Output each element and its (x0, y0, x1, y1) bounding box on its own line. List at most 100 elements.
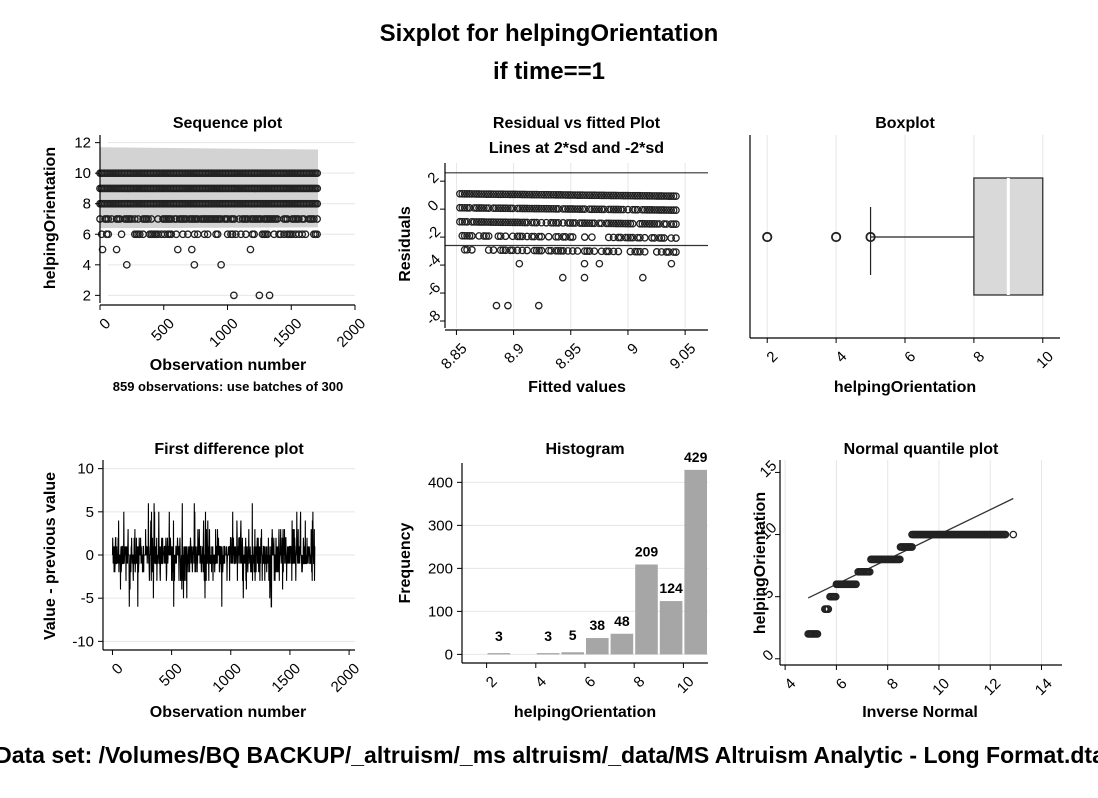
data-point (468, 190, 476, 198)
data-point (619, 205, 628, 214)
x-tick-label: 1000 (206, 315, 242, 351)
bar-label: 3 (495, 628, 503, 644)
histogram-bar (610, 633, 634, 655)
data-point (664, 248, 673, 256)
data-point (564, 219, 572, 227)
data-point (506, 218, 515, 227)
data-point (542, 204, 551, 213)
data-point (516, 232, 524, 241)
data-point (609, 205, 618, 214)
data-point (568, 205, 577, 213)
data-point (633, 233, 642, 242)
outlier-point (122, 260, 131, 269)
data-point (535, 246, 543, 255)
data-point (547, 246, 555, 255)
data-point (564, 191, 572, 199)
data-point (480, 232, 488, 240)
outlier-point (638, 273, 647, 282)
x-tick-label: 2000 (334, 315, 370, 351)
data-point (179, 230, 187, 239)
quantile-point (852, 580, 860, 589)
data-point (458, 189, 467, 198)
data-point (547, 190, 555, 199)
data-point (552, 218, 560, 227)
data-point (528, 204, 536, 213)
data-point (472, 204, 481, 212)
data-point (568, 247, 577, 255)
data-point (667, 206, 676, 214)
data-point (301, 230, 310, 239)
data-point (672, 192, 680, 201)
data-point (580, 191, 589, 200)
data-point (564, 247, 572, 255)
data-point (616, 219, 625, 228)
data-point (494, 204, 503, 213)
data-point (576, 219, 584, 227)
data-point (655, 234, 664, 242)
outlier-point (580, 273, 589, 282)
data-point (313, 215, 321, 223)
bar-label: 429 (684, 449, 708, 465)
bar-label: 124 (659, 580, 683, 596)
x-tick-label: 10 (929, 675, 953, 699)
data-point (590, 205, 599, 214)
data-point (499, 190, 507, 199)
data-point (652, 248, 661, 256)
data-point (636, 233, 644, 242)
data-point (200, 230, 209, 239)
data-point (621, 233, 630, 242)
data-point (508, 218, 517, 227)
data-point (566, 205, 575, 213)
data-point (576, 205, 584, 213)
y-tick-label: -2 (423, 223, 444, 244)
y-axis-title: Value - previous value (42, 472, 59, 640)
data-point (463, 217, 471, 226)
data-point (640, 191, 649, 200)
data-point (616, 191, 625, 200)
data-point (585, 191, 594, 200)
data-point (203, 230, 212, 239)
data-point (559, 191, 567, 199)
outlier-point (187, 245, 196, 254)
histogram-bar (684, 469, 707, 655)
data-point (523, 218, 531, 227)
data-point (650, 192, 659, 200)
x-tick-label: 2 (483, 673, 501, 691)
data-point (652, 192, 661, 200)
data-point (604, 205, 613, 214)
data-point (609, 247, 618, 256)
data-point (494, 232, 503, 241)
data-point (456, 189, 464, 198)
y-tick-label: 0 (86, 547, 94, 564)
histogram-bar (635, 564, 658, 655)
x-tick-label: 6 (901, 348, 919, 366)
x-tick-label: 8 (884, 675, 902, 693)
data-point (537, 190, 546, 199)
data-point (475, 218, 483, 226)
data-point (643, 205, 652, 214)
quantile-point (908, 543, 916, 551)
data-point (532, 246, 541, 255)
data-point (554, 246, 563, 255)
data-point (549, 204, 558, 213)
data-point (566, 191, 575, 199)
bar-label: 48 (614, 613, 630, 629)
outlier-point (762, 231, 773, 243)
data-point (468, 232, 476, 240)
quantile-point (865, 567, 874, 576)
data-point (540, 190, 548, 199)
x-tick-label: 1000 (209, 660, 245, 696)
bar-label: 38 (590, 617, 606, 633)
x-tick-label: 9 (624, 340, 642, 358)
data-point (564, 205, 572, 213)
outlier-point (190, 260, 199, 269)
data-point (504, 204, 512, 213)
data-point (523, 204, 531, 213)
outlier-point (217, 260, 225, 269)
y-tick-label: 5 (86, 504, 94, 521)
data-point (523, 246, 531, 255)
y-tick-label: 10 (77, 461, 94, 478)
outlier-point (230, 291, 238, 300)
data-point (460, 245, 469, 254)
data-point (250, 230, 258, 239)
